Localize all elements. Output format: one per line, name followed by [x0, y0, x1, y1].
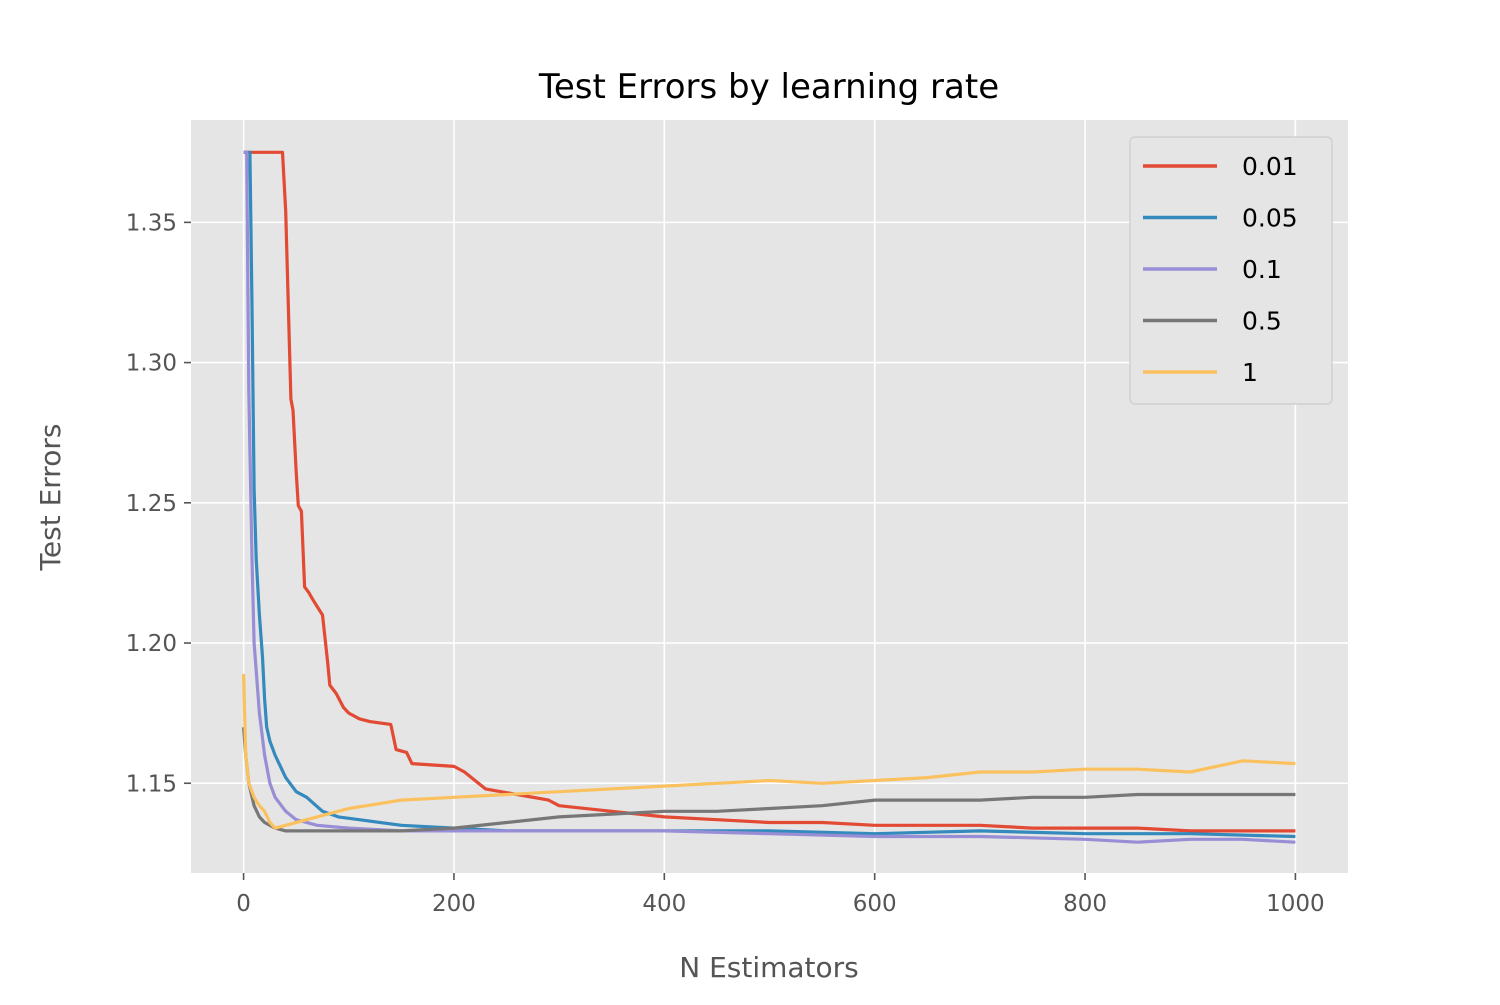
x-tick-label: 800 — [1063, 891, 1107, 917]
series-line-0.1 — [243, 150, 1296, 844]
series-line-0.01 — [243, 150, 1296, 833]
x-tick-label: 1000 — [1266, 891, 1325, 917]
legend-label: 0.01 — [1242, 152, 1298, 181]
y-tick-label: 1.20 — [126, 631, 177, 657]
legend-label: 0.05 — [1242, 204, 1298, 233]
series-line-0.5 — [242, 727, 1296, 833]
legend-label: 0.1 — [1242, 255, 1282, 284]
legend-label: 1 — [1242, 358, 1258, 387]
legend-box — [1129, 136, 1333, 405]
y-tick-label: 1.30 — [126, 351, 177, 377]
series-layer — [242, 150, 1296, 844]
y-axis-label: Test Errors — [34, 424, 67, 572]
chart-title: Test Errors by learning rate — [538, 67, 999, 107]
ticks: 0 200 400 600 800 1000 1.15 1.20 1.25 1.30 1.35 — [126, 210, 1325, 917]
x-tick-label: 600 — [853, 891, 897, 917]
series-line-1 — [242, 673, 1296, 830]
x-tick-label: 200 — [432, 891, 476, 917]
y-tick-label: 1.35 — [126, 210, 177, 236]
series-line-0.05 — [243, 150, 1296, 839]
x-axis-label: N Estimators — [679, 951, 859, 984]
legend-label: 0.5 — [1242, 307, 1282, 336]
x-tick-label: 400 — [642, 891, 686, 917]
y-tick-label: 1.15 — [126, 771, 177, 797]
y-tick-label: 1.25 — [126, 491, 177, 517]
x-tick-label: 0 — [236, 891, 251, 917]
legend: 0.01 0.05 0.1 0.5 1 — [1129, 136, 1333, 405]
